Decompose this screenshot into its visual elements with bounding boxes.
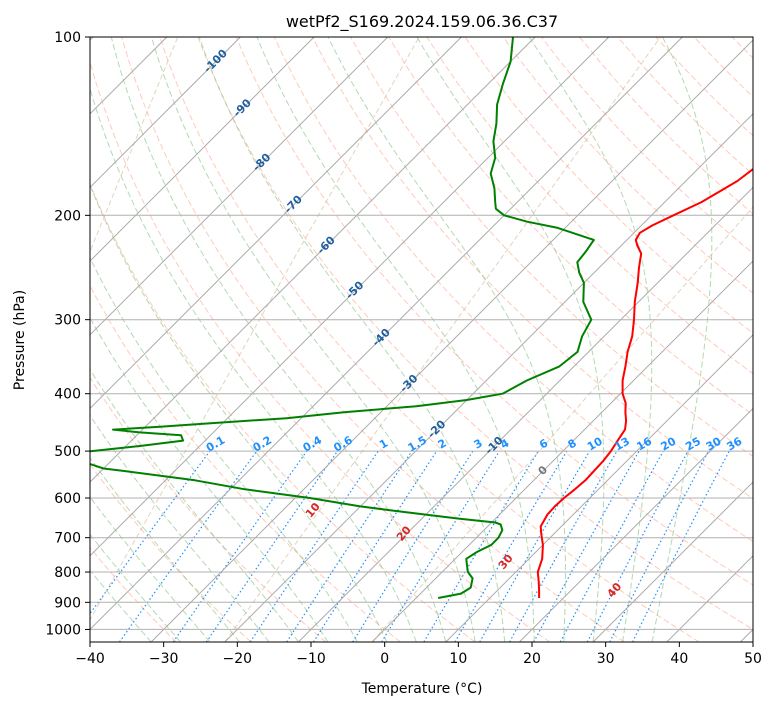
y-tick-label: 200 bbox=[54, 208, 81, 224]
mixing-ratio-line bbox=[205, 450, 338, 642]
mixing-ratio-line bbox=[632, 450, 730, 642]
profile-lines bbox=[90, 37, 753, 599]
mixing-ratio-line bbox=[559, 450, 664, 642]
moist-adiabat-line bbox=[150, 37, 476, 642]
moist-adiabat-line bbox=[198, 37, 506, 642]
reference-curve-line bbox=[224, 37, 661, 642]
isotherm-line bbox=[150, 39, 753, 642]
dry-adiabat-line bbox=[502, 37, 753, 294]
mixing-ratio-line bbox=[381, 450, 501, 642]
isotherm-line bbox=[90, 37, 315, 262]
moist-adiabat-line bbox=[90, 183, 388, 642]
x-tick-label: 0 bbox=[380, 651, 389, 667]
dry-adiabat-line bbox=[90, 182, 476, 642]
dry-adiabat-line bbox=[121, 37, 625, 642]
dry-adiabat-line bbox=[388, 37, 753, 416]
x-tick-label: −30 bbox=[149, 651, 179, 667]
isotherm-line bbox=[592, 481, 753, 642]
mixing-ratio-line bbox=[172, 450, 308, 642]
y-tick-label: 1000 bbox=[45, 622, 81, 638]
x-tick-label: 10 bbox=[449, 651, 467, 667]
dry-adiabat-line bbox=[197, 37, 753, 630]
y-tick-label: 800 bbox=[54, 565, 81, 581]
y-tick-label: 700 bbox=[54, 531, 81, 547]
moist-adiabat-line bbox=[90, 569, 152, 642]
dry-adiabat-line bbox=[235, 37, 753, 586]
dry-adiabat-line bbox=[90, 60, 551, 642]
x-tick-label: −10 bbox=[296, 651, 326, 667]
isotherm-line bbox=[90, 37, 536, 483]
x-tick-label: 30 bbox=[597, 651, 615, 667]
x-axis: −40 −30 −20 −10 0 10 20 30 40 50 bbox=[75, 642, 762, 667]
isotherm-line bbox=[298, 186, 753, 642]
mixing-ratio-line bbox=[249, 450, 379, 642]
mixing-ratio-line bbox=[509, 450, 618, 642]
dry-adiabat-line bbox=[90, 546, 177, 642]
moist-adiabat-line bbox=[90, 256, 358, 642]
moist-adiabat-line bbox=[90, 368, 299, 642]
mixing-ratio-line bbox=[90, 450, 211, 615]
dry-adiabat-line bbox=[770, 37, 775, 642]
y-axis-label: Pressure (hPa) bbox=[12, 290, 28, 390]
moist-adiabat-line bbox=[651, 37, 713, 642]
moist-adiabat-line bbox=[90, 533, 181, 642]
dry-adiabat-line bbox=[90, 376, 327, 642]
temperature-line bbox=[536, 167, 753, 598]
y-tick-label: 400 bbox=[54, 387, 81, 403]
isotherm-line bbox=[90, 37, 389, 336]
mixing-ratio-line bbox=[312, 450, 438, 642]
isotherm-line bbox=[371, 260, 753, 642]
y-tick-label: 900 bbox=[54, 595, 81, 611]
y-axis: 100 200 300 400 500 600 700 800 900 1000 bbox=[45, 30, 90, 638]
mixing-ratio-line bbox=[286, 450, 413, 642]
mixing-ratio-line bbox=[119, 450, 258, 642]
isotherm-line bbox=[90, 37, 610, 557]
moist-adiabat-line bbox=[90, 86, 417, 642]
isotherm-line bbox=[90, 37, 462, 410]
dry-adiabat-line bbox=[90, 463, 252, 642]
mixing-ratio-line bbox=[533, 450, 640, 642]
x-tick-label: 50 bbox=[744, 651, 762, 667]
plot-frame bbox=[89, 36, 754, 643]
isotherm-line bbox=[90, 37, 683, 631]
moist-adiabat-line bbox=[90, 414, 270, 642]
y-tick-label: 600 bbox=[54, 491, 81, 507]
moist-adiabat-line bbox=[90, 496, 211, 642]
moist-adiabat-line bbox=[416, 37, 605, 642]
reference-curve-line bbox=[90, 37, 420, 621]
isotherm-line bbox=[90, 37, 241, 189]
x-tick-label: −20 bbox=[223, 651, 253, 667]
y-tick-label: 500 bbox=[54, 444, 81, 460]
mixing-ratio-line bbox=[352, 450, 474, 642]
background-lines bbox=[90, 37, 775, 642]
moist-adiabat-line bbox=[90, 456, 240, 642]
y-tick-label: 100 bbox=[54, 30, 81, 46]
moist-adiabat-line bbox=[110, 37, 447, 642]
dewpoint-line bbox=[90, 37, 595, 599]
x-axis-label: Temperature (°C) bbox=[361, 681, 483, 697]
y-tick-label: 300 bbox=[54, 313, 81, 329]
plot-background bbox=[90, 37, 753, 642]
isotherm-line bbox=[224, 113, 753, 642]
moist-adiabat-line bbox=[327, 37, 566, 642]
isotherm-line bbox=[519, 407, 753, 642]
x-tick-label: 20 bbox=[523, 651, 541, 667]
chart-title: wetPf2_S169.2024.159.06.36.C37 bbox=[286, 12, 558, 32]
isotherm-line bbox=[445, 334, 753, 642]
x-tick-label: 40 bbox=[670, 651, 688, 667]
moist-adiabat-line bbox=[528, 37, 653, 642]
x-tick-label: −40 bbox=[75, 651, 105, 667]
